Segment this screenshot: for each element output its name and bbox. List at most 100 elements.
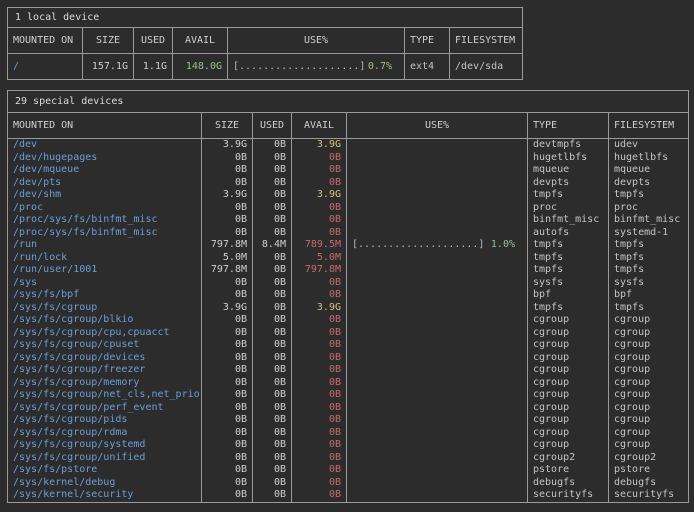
cell-size: 157.1G <box>83 54 134 79</box>
cell-used: 0B <box>253 289 292 302</box>
cell-size: 0B <box>202 452 253 465</box>
cell-mounted-on: /proc/sys/fs/binfmt_misc <box>8 227 202 240</box>
terminal-screen: 1 local device MOUNTED ON SIZE USED AVAI… <box>7 7 694 503</box>
cell-avail: 3.9G <box>292 189 347 202</box>
cell-filesystem: cgroup <box>609 352 688 365</box>
cell-filesystem: securityfs <box>609 489 688 502</box>
cell-mounted-on: /sys/fs/cgroup/pids <box>8 414 202 427</box>
header-filesystem: FILESYSTEM <box>450 28 522 54</box>
cell-avail: 0B <box>292 227 347 240</box>
cell-size: 797.8M <box>202 239 253 252</box>
cell-use-percent <box>347 414 528 427</box>
header-avail: AVAIL <box>292 113 347 139</box>
cell-avail: 0B <box>292 389 347 402</box>
cell-mounted-on: /sys/fs/cgroup/memory <box>8 377 202 390</box>
header-mounted-on: MOUNTED ON <box>8 113 202 139</box>
local-devices-title: 1 local device <box>8 8 522 28</box>
cell-size: 0B <box>202 377 253 390</box>
cell-mounted-on: /sys/fs/cgroup/cpuset <box>8 339 202 352</box>
header-size: SIZE <box>83 28 134 54</box>
cell-type: devpts <box>528 177 609 190</box>
cell-use-percent <box>347 389 528 402</box>
cell-avail: 3.9G <box>292 302 347 315</box>
cell-size: 0B <box>202 277 253 290</box>
cell-avail: 0B <box>292 377 347 390</box>
cell-mounted-on: /run/lock <box>8 252 202 265</box>
cell-mounted-on: /sys/fs/cgroup/freezer <box>8 364 202 377</box>
cell-mounted-on: /dev/pts <box>8 177 202 190</box>
cell-used: 0B <box>253 389 292 402</box>
cell-mounted-on: /sys/fs/cgroup <box>8 302 202 315</box>
usage-bar: [....................] <box>352 239 484 252</box>
cell-avail: 0B <box>292 427 347 440</box>
cell-type: bpf <box>528 289 609 302</box>
cell-filesystem: bpf <box>609 289 688 302</box>
cell-used: 0B <box>253 214 292 227</box>
usage-percent: 0.7% <box>368 54 392 79</box>
cell-type: hugetlbfs <box>528 152 609 165</box>
cell-use-percent <box>347 352 528 365</box>
special-devices-grid: MOUNTED ON SIZE USED AVAIL USE% TYPE FIL… <box>8 113 688 502</box>
cell-mounted-on: /sys/fs/cgroup/net_cls,net_prio <box>8 389 202 402</box>
cell-size: 0B <box>202 489 253 502</box>
cell-type: cgroup <box>528 327 609 340</box>
cell-use-percent <box>347 202 528 215</box>
cell-avail: 148.0G <box>173 54 228 79</box>
cell-filesystem: cgroup <box>609 339 688 352</box>
cell-used: 0B <box>253 277 292 290</box>
cell-mounted-on: /sys <box>8 277 202 290</box>
cell-size: 0B <box>202 152 253 165</box>
cell-filesystem: proc <box>609 202 688 215</box>
cell-use-percent <box>347 364 528 377</box>
cell-mounted-on: /sys/fs/pstore <box>8 464 202 477</box>
cell-size: 0B <box>202 227 253 240</box>
cell-type: pstore <box>528 464 609 477</box>
cell-type: cgroup <box>528 427 609 440</box>
cell-avail: 0B <box>292 202 347 215</box>
cell-avail: 0B <box>292 364 347 377</box>
header-type: TYPE <box>528 113 609 139</box>
cell-type: cgroup <box>528 339 609 352</box>
cell-size: 0B <box>202 214 253 227</box>
cell-type: tmpfs <box>528 239 609 252</box>
cell-mounted-on: /sys/fs/cgroup/blkio <box>8 314 202 327</box>
cell-type: tmpfs <box>528 252 609 265</box>
cell-size: 0B <box>202 402 253 415</box>
cell-type: cgroup <box>528 389 609 402</box>
cell-type: proc <box>528 202 609 215</box>
cell-size: 3.9G <box>202 302 253 315</box>
cell-type: cgroup <box>528 402 609 415</box>
cell-used: 0B <box>253 202 292 215</box>
cell-mounted-on: /sys/kernel/security <box>8 489 202 502</box>
cell-size: 797.8M <box>202 264 253 277</box>
cell-type: cgroup <box>528 439 609 452</box>
cell-size: 0B <box>202 352 253 365</box>
cell-size: 0B <box>202 177 253 190</box>
cell-filesystem: sysfs <box>609 277 688 290</box>
cell-avail: 0B <box>292 414 347 427</box>
cell-filesystem: cgroup <box>609 402 688 415</box>
cell-mounted-on: /sys/fs/cgroup/rdma <box>8 427 202 440</box>
cell-size: 0B <box>202 389 253 402</box>
cell-type: tmpfs <box>528 302 609 315</box>
cell-mounted-on: /sys/fs/cgroup/unified <box>8 452 202 465</box>
cell-type: cgroup <box>528 377 609 390</box>
cell-filesystem: devpts <box>609 177 688 190</box>
cell-type: cgroup <box>528 364 609 377</box>
cell-used: 0B <box>253 227 292 240</box>
cell-use-percent <box>347 302 528 315</box>
cell-type: autofs <box>528 227 609 240</box>
cell-use-percent: [....................]0.7% <box>228 54 405 79</box>
cell-avail: 0B <box>292 289 347 302</box>
cell-type: devtmpfs <box>528 139 609 152</box>
cell-filesystem: systemd-1 <box>609 227 688 240</box>
cell-filesystem: cgroup <box>609 439 688 452</box>
cell-use-percent <box>347 477 528 490</box>
header-size: SIZE <box>202 113 253 139</box>
cell-mounted-on: /proc/sys/fs/binfmt_misc <box>8 214 202 227</box>
cell-filesystem: udev <box>609 139 688 152</box>
cell-used: 0B <box>253 352 292 365</box>
cell-used: 0B <box>253 314 292 327</box>
cell-used: 0B <box>253 139 292 152</box>
cell-avail: 5.0M <box>292 252 347 265</box>
